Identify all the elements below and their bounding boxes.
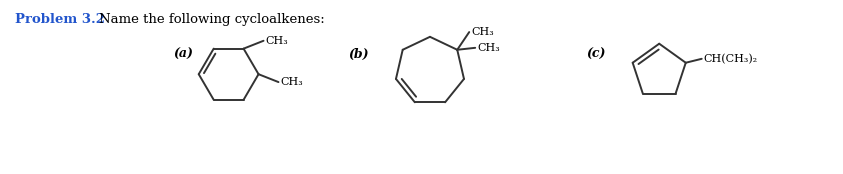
Text: CH(CH₃)₂: CH(CH₃)₂ <box>704 54 758 64</box>
Text: CH₃: CH₃ <box>477 43 500 53</box>
Text: (c): (c) <box>587 48 606 61</box>
Text: CH₃: CH₃ <box>281 77 303 87</box>
Text: Problem 3.2: Problem 3.2 <box>15 13 105 26</box>
Text: CH₃: CH₃ <box>471 27 494 37</box>
Text: (b): (b) <box>348 48 368 61</box>
Text: Name the following cycloalkenes:: Name the following cycloalkenes: <box>99 13 325 26</box>
Text: (a): (a) <box>173 48 193 61</box>
Text: CH₃: CH₃ <box>266 36 288 46</box>
